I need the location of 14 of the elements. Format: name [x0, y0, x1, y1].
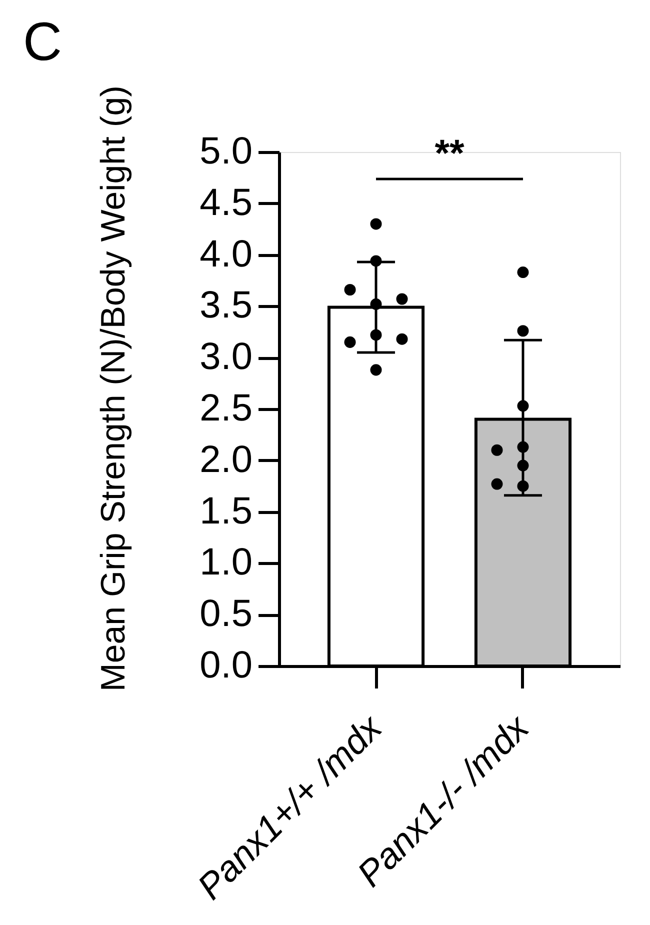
y-tick-label: 4.0: [200, 233, 252, 276]
y-tick-label: 2.5: [200, 388, 252, 430]
chart-title: C: [23, 12, 62, 72]
y-tick-label: 1.5: [200, 490, 252, 532]
y-tick-label: 5.0: [200, 130, 252, 172]
y-tick-label: 3.5: [200, 284, 252, 327]
y-tick-label: 4.5: [200, 182, 252, 224]
y-tick-label: 2.0: [200, 438, 252, 481]
y-axis-title: Mean Grip Strength (N)/Body Weight (g): [94, 86, 133, 692]
y-tick-label: 0.0: [200, 644, 252, 686]
annotation: **: [434, 133, 464, 175]
y-tick-label: 3.0: [200, 336, 252, 378]
y-tick-label: 0.5: [200, 593, 252, 636]
y-tick-label: 1.0: [200, 542, 252, 584]
